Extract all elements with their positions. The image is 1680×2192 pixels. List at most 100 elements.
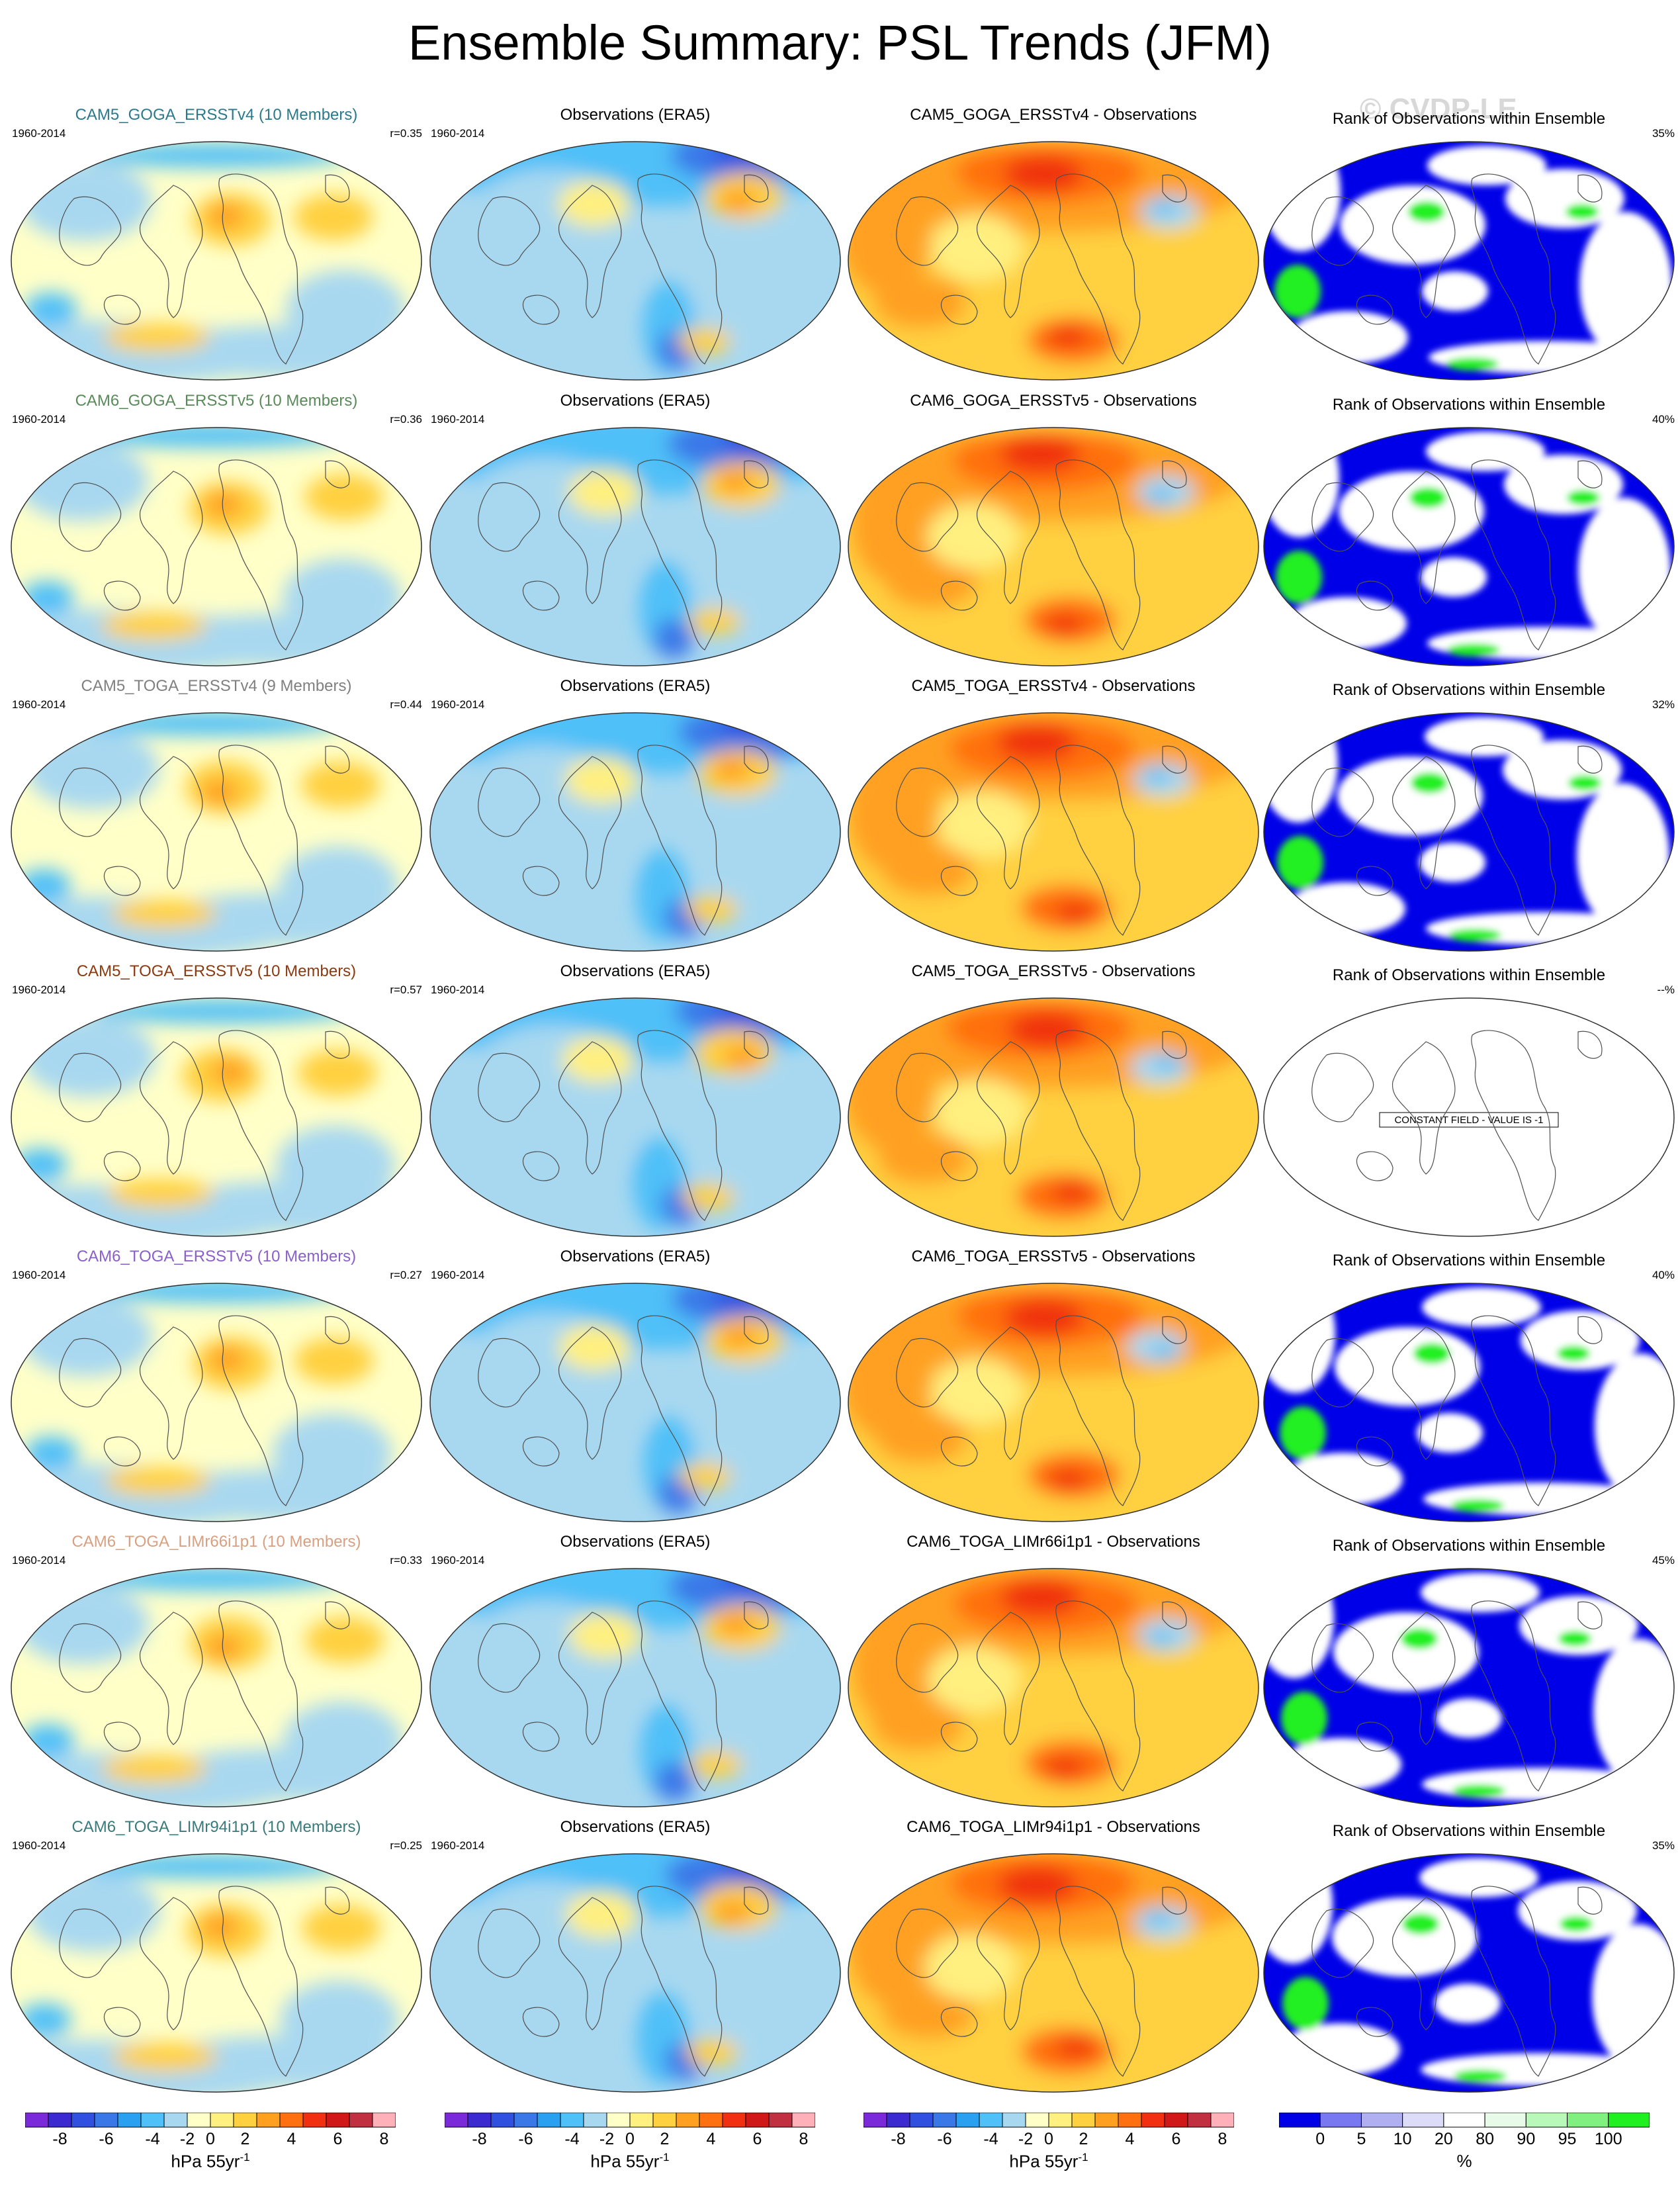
globe-map — [11, 427, 422, 666]
colorbar-swatch — [932, 2113, 957, 2128]
colorbar-tick-label: 2 — [1079, 2130, 1088, 2148]
panel-title: CAM6_TOGA_LIMr66i1p1 (10 Members) — [71, 1533, 361, 1551]
colorbar-tick-label: 90 — [1517, 2130, 1535, 2148]
panel-title: CAM6_TOGA_ERSSTv5 - Observations — [911, 1248, 1196, 1265]
panel-title: CAM5_TOGA_ERSSTv4 - Observations — [911, 677, 1196, 695]
colorbar-swatch — [1525, 2113, 1568, 2128]
map-panel-model-row-7: CAM6_TOGA_LIMr94i1p1 (10 Members) 1960-20… — [8, 1817, 425, 2095]
colorbar-swatch — [1443, 2113, 1485, 2128]
colorbar-swatch — [94, 2113, 118, 2128]
map-panel-rank-row-1: Rank of Observations within Ensemble 35% — [1260, 105, 1677, 383]
rank-colorbar: 0 5 10 20 80 90 95 100 — [1279, 2113, 1650, 2152]
map-panel-obs-row-2: Observations (ERA5) 1960-2014 — [427, 390, 844, 668]
colorbar-tick-label: 4 — [707, 2130, 716, 2148]
colorbar-tick-label: 20 — [1435, 2130, 1453, 2148]
colorbar-tick-label: 2 — [660, 2130, 670, 2148]
map-panel-rank-row-6: Rank of Observations within Ensemble 45% — [1260, 1531, 1677, 1809]
period-label: 1960-2014 — [12, 1554, 66, 1567]
colorbar-tick-label: 2 — [241, 2130, 250, 2148]
map-panel-diff-row-6: CAM6_TOGA_LIMr66i1p1 - Observations — [845, 1531, 1262, 1809]
panel-title: Observations (ERA5) — [560, 392, 711, 410]
map-panel-rank-row-7: Rank of Observations within Ensemble 35% — [1260, 1817, 1677, 2095]
map-panel-diff-row-5: CAM6_TOGA_ERSSTv5 - Observations — [845, 1246, 1262, 1524]
map-panel-model-row-2: CAM6_GOGA_ERSSTv5 (10 Members) 1960-2014 r… — [8, 390, 425, 668]
period-label: 1960-2014 — [431, 1269, 485, 1281]
correlation-label: r=0.27 — [390, 1269, 422, 1281]
colorbar-swatch — [256, 2113, 281, 2128]
colorbar-unit-label: hPa 55yr-1 — [25, 2151, 396, 2172]
colorbar-tick-label: 6 — [333, 2130, 343, 2148]
map-panel-model-row-3: CAM5_TOGA_ERSSTv4 (9 Members) 1960-2014 r=… — [8, 676, 425, 954]
rank-percent-label: 35% — [1652, 1839, 1675, 1852]
colorbar-swatch — [1187, 2113, 1212, 2128]
colorbar-swatch — [467, 2113, 492, 2128]
period-label: 1960-2014 — [12, 1269, 66, 1281]
colorbar-swatch — [652, 2113, 677, 2128]
colorbar-tick-label: 0 — [1044, 2130, 1053, 2148]
psl-colorbar: -8 -6 -4 -2 0 2 4 6 8 — [445, 2113, 815, 2152]
globe-map — [429, 427, 841, 666]
colorbar-swatch — [163, 2113, 188, 2128]
colorbar-swatch — [745, 2113, 770, 2128]
map-panel-obs-row-7: Observations (ERA5) 1960-2014 — [427, 1817, 844, 2095]
colorbar-swatch — [1164, 2113, 1188, 2128]
colorbar-unit-exponent: -1 — [1078, 2151, 1088, 2164]
colorbar-swatch — [25, 2113, 49, 2128]
map-panel-diff-row-2: CAM6_GOGA_ERSSTv5 - Observations — [845, 390, 1262, 668]
colorbar-unit-label: hPa 55yr-1 — [445, 2151, 815, 2172]
colorbar-swatch — [513, 2113, 538, 2128]
colorbar-swatch — [560, 2113, 584, 2128]
rank-percent-label: 40% — [1652, 413, 1675, 426]
colorbar-swatch — [326, 2113, 350, 2128]
colorbar-swatch — [1402, 2113, 1444, 2128]
colorbar-swatch — [606, 2113, 631, 2128]
colorbar-tick-label: 8 — [799, 2130, 809, 2148]
globe-map — [1263, 1283, 1675, 1522]
panel-title: CAM6_GOGA_ERSSTv5 - Observations — [910, 392, 1197, 410]
colorbar-tick-label: -8 — [52, 2130, 67, 2148]
colorbar-unit-text: hPa 55yr — [171, 2151, 240, 2171]
globe-map — [11, 1853, 422, 2093]
colorbar-swatch — [117, 2113, 142, 2128]
globe-map — [848, 997, 1259, 1237]
panel-title: Observations (ERA5) — [560, 1533, 711, 1551]
colorbar-tick-label: -4 — [983, 2130, 998, 2148]
colorbar-swatch — [863, 2113, 887, 2128]
colorbar-tick-label: -2 — [599, 2130, 614, 2148]
colorbar-swatch — [1118, 2113, 1142, 2128]
colorbar-swatch — [791, 2113, 815, 2128]
globe-map — [429, 1853, 841, 2093]
panel-title: Observations (ERA5) — [560, 106, 711, 124]
colorbar-tick-label: 8 — [1218, 2130, 1227, 2148]
map-panel-obs-row-5: Observations (ERA5) 1960-2014 — [427, 1246, 844, 1524]
map-panel-model-row-1: CAM5_GOGA_ERSSTv4 (10 Members) 1960-2014 r… — [8, 105, 425, 383]
colorbar-tick-label: 0 — [1315, 2130, 1325, 2148]
colorbar-swatch — [699, 2113, 723, 2128]
colorbar-unit-label: hPa 55yr-1 — [863, 2151, 1234, 2172]
psl-colorbar: -8 -6 -4 -2 0 2 4 6 8 — [863, 2113, 1234, 2152]
colorbar-tick-label: -2 — [1018, 2130, 1033, 2148]
panel-title: CAM6_TOGA_LIMr94i1p1 - Observations — [906, 1818, 1200, 1836]
colorbar-unit-label: % — [1279, 2151, 1650, 2171]
globe-map — [1263, 1568, 1675, 1807]
colorbar-swatch — [1071, 2113, 1096, 2128]
period-label: 1960-2014 — [12, 127, 66, 140]
colorbar-swatch — [233, 2113, 257, 2128]
colorbar-tick-label: 0 — [625, 2130, 635, 2148]
colorbar-swatch — [909, 2113, 934, 2128]
map-panel-model-row-5: CAM6_TOGA_ERSSTv5 (10 Members) 1960-2014 r… — [8, 1246, 425, 1524]
map-panel-obs-row-4: Observations (ERA5) 1960-2014 — [427, 961, 844, 1239]
globe-map — [11, 997, 422, 1237]
colorbar-tick-label: -6 — [937, 2130, 951, 2148]
colorbar-swatch — [1210, 2113, 1234, 2128]
colorbar-swatch — [279, 2113, 304, 2128]
colorbar-swatch — [210, 2113, 234, 2128]
globe-map — [848, 1568, 1259, 1807]
globe-map — [848, 712, 1259, 952]
colorbar-tick-label: 5 — [1356, 2130, 1366, 2148]
correlation-label: r=0.33 — [390, 1554, 422, 1567]
colorbar-tick-label: -6 — [518, 2130, 533, 2148]
colorbar-swatch — [1048, 2113, 1073, 2128]
colorbar-tick-label: -6 — [99, 2130, 113, 2148]
panel-title: CAM5_TOGA_ERSSTv4 (9 Members) — [81, 677, 352, 695]
